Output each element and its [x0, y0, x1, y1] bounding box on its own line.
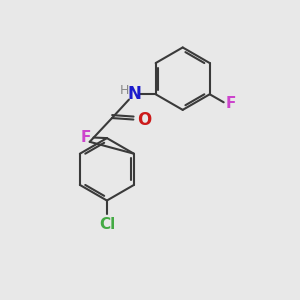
- Text: N: N: [127, 85, 141, 103]
- Text: H: H: [120, 84, 129, 97]
- Text: F: F: [226, 96, 236, 111]
- Text: O: O: [137, 110, 152, 128]
- Text: Cl: Cl: [99, 217, 115, 232]
- Text: F: F: [80, 130, 91, 145]
